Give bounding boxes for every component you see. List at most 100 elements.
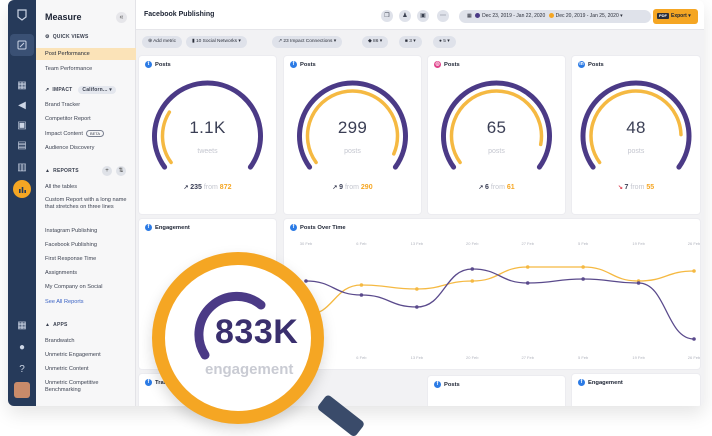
help-icon[interactable]: ?: [19, 363, 25, 375]
gauge-unit: posts: [344, 148, 361, 155]
bell-icon[interactable]: ●: [18, 341, 26, 353]
compose-icon[interactable]: [15, 38, 29, 52]
sidebar-item-competitor-report[interactable]: Competitor Report: [45, 116, 91, 122]
posts-over-time-card[interactable]: f Posts Over Time 30 Feb 6 Feb 13 Feb 20 Feb…: [284, 219, 700, 369]
gauge-card[interactable]: t Posts 1.1K tweets ↗ 235 from 872: [139, 56, 276, 214]
badges-chip[interactable]: ■ 3 ▾: [399, 36, 422, 48]
sidebar-item-post-performance[interactable]: Post Performance: [36, 48, 136, 60]
sidebar-item-brand-tracker[interactable]: Brand Tracker: [45, 102, 81, 108]
grid-icon[interactable]: ▦: [17, 79, 27, 91]
sidebar-item-report[interactable]: Facebook Publishing: [45, 242, 97, 248]
x-tick-label-bottom: 26 Feb: [688, 355, 700, 360]
trend-down-icon: ↘: [617, 185, 625, 191]
gauge-arc-current: [580, 80, 692, 170]
clipboard-icon[interactable]: ▥: [17, 161, 27, 173]
copy-icon[interactable]: ❐: [381, 10, 393, 22]
sidebar-item-team-performance[interactable]: Team Performance: [45, 66, 93, 72]
avatar[interactable]: [14, 382, 30, 398]
save-icon[interactable]: ▣: [417, 10, 429, 22]
gauge-card[interactable]: ◎ Posts 65 posts ↗ 6 from 61: [428, 56, 565, 214]
calendar-icon[interactable]: ▣: [17, 119, 27, 131]
page-title: Facebook Publishing: [144, 11, 215, 18]
sidebar-item-report[interactable]: My Company on Social: [45, 284, 103, 290]
trend-up-icon: ↗: [332, 185, 340, 191]
sidebar-item-app[interactable]: Unmetric Content: [45, 366, 89, 372]
gauge-unit: posts: [627, 148, 645, 155]
orange-series-line-point: [525, 265, 530, 269]
sidebar-item-impact-content[interactable]: Impact Content BETA: [45, 130, 131, 138]
inbox-icon[interactable]: ▤: [17, 139, 27, 151]
sidebar-item-app[interactable]: Brandwatch: [45, 338, 75, 344]
sidebar-item-report[interactable]: Assignments: [45, 270, 78, 276]
sidebar-item-audience-discovery[interactable]: Audience Discovery: [45, 145, 95, 151]
apps-section[interactable]: ▲ APPS: [45, 322, 68, 328]
beta-badge: BETA: [85, 130, 105, 137]
gauge-chart: [152, 80, 263, 170]
more-icon[interactable]: ⋯: [437, 10, 449, 22]
purple-series-line-point: [692, 337, 696, 341]
impact-dropdown[interactable]: Californ... ▾: [78, 86, 116, 94]
sidebar-item-app[interactable]: Unmetric Engagement: [45, 352, 101, 358]
circle-icon: ●: [439, 39, 444, 44]
posts-card[interactable]: f Posts: [428, 376, 565, 406]
logo-icon[interactable]: [15, 8, 29, 22]
impact-connections-chip[interactable]: ↗ 23 Impact Connections ▾: [272, 36, 343, 48]
analytics-icon[interactable]: [13, 180, 31, 198]
trend-up-icon: ↗: [183, 185, 191, 191]
sidebar-item-report[interactable]: All the tables: [45, 184, 78, 190]
megaphone-icon[interactable]: ◀: [18, 99, 26, 111]
impact-section[interactable]: ↗ IMPACT Californ... ▾: [45, 86, 116, 94]
primary-range-dot: [475, 13, 481, 19]
gauge-arc-current: [297, 80, 408, 170]
twitter-icon: t: [145, 61, 152, 68]
filter-icon[interactable]: ⇅: [116, 166, 126, 176]
gauge-card[interactable]: in Posts 48 posts ↘ 7 from 55: [572, 56, 700, 214]
date-range-picker[interactable]: ▦ Dec 23, 2019 - Jan 22, 2020 Dec 20, 20…: [459, 10, 651, 23]
quick-views-section[interactable]: ⚙ QUICK VIEWS: [45, 34, 89, 40]
magnifier-lens: 833K engagement: [152, 252, 324, 424]
orange-series-line: [305, 266, 695, 316]
purple-series-line-point: [304, 279, 308, 283]
purple-series-line-point: [359, 293, 364, 297]
social-networks-chip[interactable]: ▮ 10 Social Networks ▾: [186, 36, 247, 48]
apps-grid-icon[interactable]: ▦: [17, 319, 27, 331]
collapse-button[interactable]: «: [116, 12, 127, 23]
see-all-reports-link[interactable]: See All Reports: [45, 299, 84, 305]
gauge-comparison: ↗ 6 from 61: [478, 184, 515, 191]
purple-series-line: [305, 268, 695, 340]
sidebar-item-app[interactable]: Unmetric Competitive Benchmarking: [45, 380, 99, 393]
instagram-icon: ◎: [434, 61, 441, 68]
x-tick-label-top: 19 Feb: [632, 241, 645, 246]
gauge-arc-previous: [449, 89, 544, 165]
add-report-icon[interactable]: +: [102, 166, 112, 176]
reports-section[interactable]: ▲ REPORTS: [45, 168, 79, 174]
x-tick-label-top: 20 Feb: [466, 241, 479, 246]
sidebar-item-report[interactable]: Custom Report with a long name that stre…: [45, 197, 127, 210]
export-button[interactable]: PDF Export ▾: [653, 9, 698, 24]
x-tick-label-top: 27 Feb: [521, 241, 534, 246]
add-metric-chip[interactable]: ⊕ Add metric: [142, 36, 183, 48]
trend-icon: ↗: [278, 39, 284, 44]
user-icon[interactable]: ♟: [399, 10, 411, 22]
facebook-icon: f: [434, 381, 441, 388]
gauge-unit: posts: [488, 148, 505, 155]
nav-rail: ▦ ◀ ▣ ▤ ▥ ▦ ● ?: [8, 0, 36, 406]
sidebar-item-report[interactable]: Instagram Publishing: [45, 228, 98, 234]
gear-icon: ⚙: [45, 34, 50, 40]
plus-icon: ⊕: [148, 39, 154, 44]
gauge-value: 65: [486, 118, 507, 137]
x-tick-label-bottom: 13 Feb: [411, 355, 424, 360]
orange-series-line-point: [581, 265, 585, 269]
sidebar-item-report[interactable]: First Response Time: [45, 256, 97, 262]
gauge-comparison: ↘ 7 from 55: [617, 184, 655, 191]
tags-chip[interactable]: ◆ 86 ▾: [362, 36, 389, 48]
x-tick-label-top: 5 Feb: [578, 241, 589, 246]
engagement-card[interactable]: f Engagement: [572, 374, 700, 406]
profiles-chip[interactable]: ● 5 ▾: [433, 36, 456, 48]
gauge-card[interactable]: f Posts 299 posts ↗ 9 from 290: [284, 56, 421, 214]
x-tick-label-bottom: 5 Feb: [578, 355, 589, 360]
orange-series-line-point: [470, 279, 475, 283]
engagement-value: 833K: [215, 313, 299, 351]
x-tick-label-bottom: 19 Feb: [632, 355, 645, 360]
x-tick-label-top: 30 Feb: [300, 241, 313, 246]
